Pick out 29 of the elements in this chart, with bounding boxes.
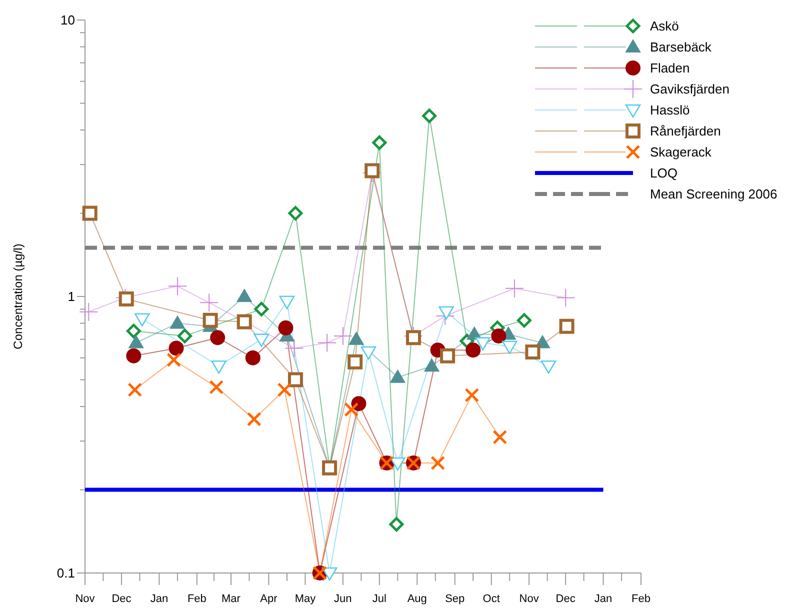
- legend-label: Gaviksfjärden: [650, 82, 730, 97]
- x-tick-label: Oct: [482, 593, 500, 605]
- legend-label: Mean Screening 2006: [650, 186, 778, 202]
- x-tick-label: Sep: [445, 593, 465, 605]
- x-tick-label: Feb: [187, 593, 206, 605]
- legend-label: Hasslö: [650, 102, 690, 118]
- y-tick-label: 1: [68, 289, 75, 304]
- x-tick-label: Mar: [222, 593, 241, 605]
- legend-label: Rånefjärden: [650, 124, 721, 139]
- x-tick-label: Jan: [594, 593, 612, 605]
- legend-label: Askö: [650, 18, 679, 34]
- legend-label: Fladen: [650, 60, 690, 76]
- x-tick-label: Nov: [519, 593, 540, 605]
- x-tick-label: Jul: [372, 593, 386, 605]
- x-tick-label: Jan: [150, 593, 168, 605]
- x-tick-label: Apr: [260, 593, 278, 605]
- x-tick-label: Dec: [112, 593, 132, 605]
- legend-label: LOQ: [650, 166, 678, 181]
- x-tick-label: May: [294, 593, 316, 605]
- y-axis-title: Concentration (µg/l): [11, 244, 25, 350]
- legend-label: Skagerack: [650, 144, 712, 160]
- x-tick-label: Aug: [407, 593, 427, 605]
- x-tick-label: Jun: [334, 593, 352, 605]
- x-tick-label: Dec: [556, 593, 576, 605]
- x-tick-label: Feb: [632, 593, 650, 605]
- x-tick-label: Nov: [75, 593, 96, 605]
- legend-label: Barsebäck: [650, 40, 712, 55]
- y-tick-label: 0.1: [56, 566, 75, 581]
- y-tick-label: 10: [60, 12, 75, 28]
